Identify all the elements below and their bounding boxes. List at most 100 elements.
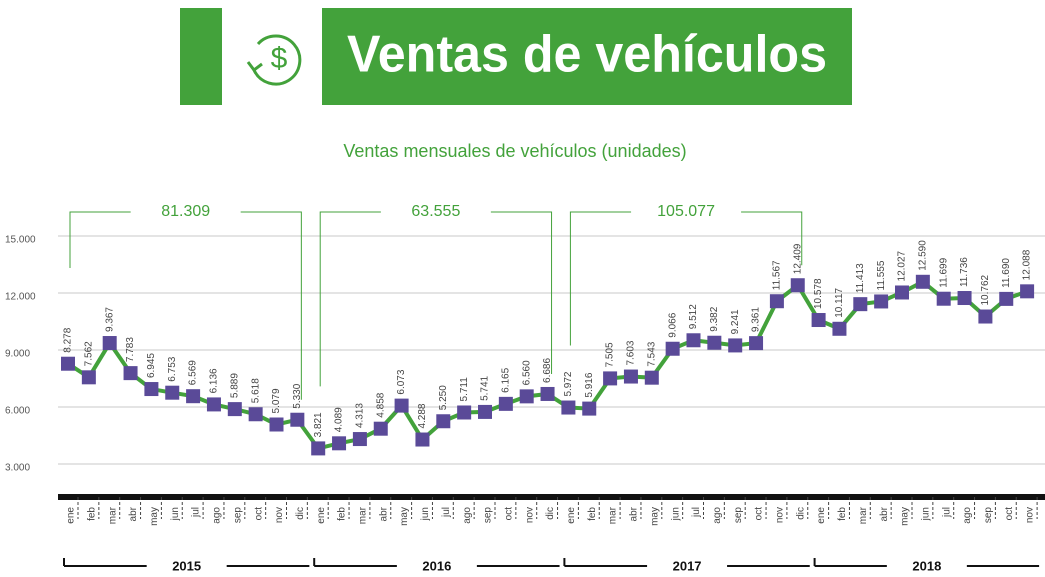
data-label: 4.288 — [417, 403, 428, 428]
data-label: 9.382 — [709, 306, 720, 331]
data-label: 9.241 — [730, 309, 741, 334]
marker — [603, 371, 618, 386]
data-label: 12.088 — [1022, 249, 1033, 280]
marker — [394, 398, 409, 413]
data-label: 6.560 — [521, 360, 532, 385]
data-label: 7.603 — [626, 340, 637, 365]
data-label: 7.505 — [605, 342, 616, 367]
data-label: 7.783 — [125, 337, 136, 362]
x-tick-label: jun — [920, 507, 931, 521]
x-tick-label: ago — [212, 507, 223, 524]
data-label: 11.736 — [959, 257, 970, 287]
data-label: 11.555 — [876, 260, 887, 290]
annotation-bracket — [319, 211, 381, 387]
marker — [665, 341, 680, 356]
annotation-bracket — [741, 211, 803, 266]
data-label: 4.858 — [375, 392, 386, 417]
marker — [165, 385, 180, 400]
x-tick-label: nov — [775, 507, 786, 523]
x-tick-label: may — [900, 507, 911, 526]
x-tick-label: may — [649, 507, 660, 526]
x-axis — [58, 494, 1045, 500]
chart-title: Ventas de vehículos — [347, 26, 827, 84]
annotation-bracket — [69, 211, 131, 268]
annotation-bracket — [240, 211, 302, 400]
marker — [206, 397, 221, 412]
x-tick-label: feb — [837, 507, 848, 521]
data-label: 10.578 — [813, 278, 824, 309]
marker — [769, 294, 784, 309]
data-label: 10.762 — [980, 274, 991, 305]
data-label: 4.313 — [355, 403, 366, 428]
marker — [498, 396, 513, 411]
title-banner — [322, 8, 852, 105]
x-tick-label: nov — [524, 507, 535, 523]
marker — [123, 366, 138, 381]
marker — [749, 336, 764, 351]
group-label: 2015 — [172, 558, 201, 573]
annotation-bracket — [569, 211, 632, 346]
group-label: 2016 — [422, 558, 451, 573]
data-label: 5.618 — [250, 378, 261, 403]
x-tick-label: mar — [608, 506, 619, 524]
marker — [561, 400, 576, 415]
y-tick-label: 15.000 — [5, 235, 36, 246]
x-tick-label: dic — [795, 507, 806, 520]
marker — [790, 278, 805, 293]
x-tick-label: jul — [191, 507, 202, 518]
data-label: 12.409 — [792, 243, 803, 274]
marker — [686, 333, 701, 348]
x-tick-label: oct — [754, 507, 765, 521]
x-tick-label: ene — [66, 507, 77, 524]
data-label: 5.250 — [438, 385, 449, 410]
marker — [978, 309, 993, 324]
x-tick-label: nov — [1025, 507, 1036, 523]
x-tick-label: ene — [316, 507, 327, 524]
marker — [457, 405, 472, 420]
data-label: 7.562 — [83, 341, 94, 366]
svg-text:$: $ — [271, 42, 288, 75]
x-tick-label: mar — [858, 506, 869, 524]
y-tick-label: 12.000 — [5, 292, 36, 303]
marker — [811, 313, 826, 328]
data-label: 5.330 — [292, 383, 303, 408]
marker — [436, 414, 451, 429]
marker — [332, 436, 347, 451]
x-tick-label: jul — [941, 507, 952, 518]
dollar-icon: $ — [246, 34, 302, 86]
data-label: 6.073 — [396, 369, 407, 394]
group-label: 2017 — [673, 558, 702, 573]
x-tick-label: abr — [128, 506, 139, 521]
marker — [415, 432, 430, 447]
marker — [311, 441, 326, 456]
x-tick-label: mar — [358, 506, 369, 524]
data-label: 9.367 — [104, 307, 115, 332]
data-label: 3.821 — [313, 412, 324, 437]
marker — [832, 321, 847, 336]
x-tick-label: oct — [1004, 507, 1015, 521]
data-label: 6.165 — [500, 367, 511, 392]
marker — [519, 389, 534, 404]
data-label: 11.413 — [855, 263, 866, 293]
x-tick-label: sep — [983, 507, 994, 524]
annotation: 105.077 — [657, 203, 715, 220]
data-label: 12.590 — [917, 240, 928, 271]
marker — [1020, 284, 1035, 299]
y-tick-label: 9.000 — [5, 349, 30, 360]
data-label: 11.699 — [938, 257, 949, 287]
annotation-bracket — [490, 211, 553, 374]
data-label: 5.972 — [563, 371, 574, 396]
x-tick-label: jun — [170, 507, 181, 521]
data-label: 7.543 — [646, 341, 657, 366]
marker — [707, 335, 722, 350]
x-tick-label: feb — [587, 507, 598, 521]
x-tick-label: sep — [483, 507, 494, 524]
marker — [81, 370, 96, 385]
data-label: 12.027 — [897, 250, 908, 281]
marker — [102, 336, 117, 351]
data-label: 5.889 — [229, 373, 240, 398]
marker — [853, 297, 868, 312]
data-label: 6.569 — [188, 360, 199, 385]
x-tick-label: oct — [503, 507, 514, 521]
